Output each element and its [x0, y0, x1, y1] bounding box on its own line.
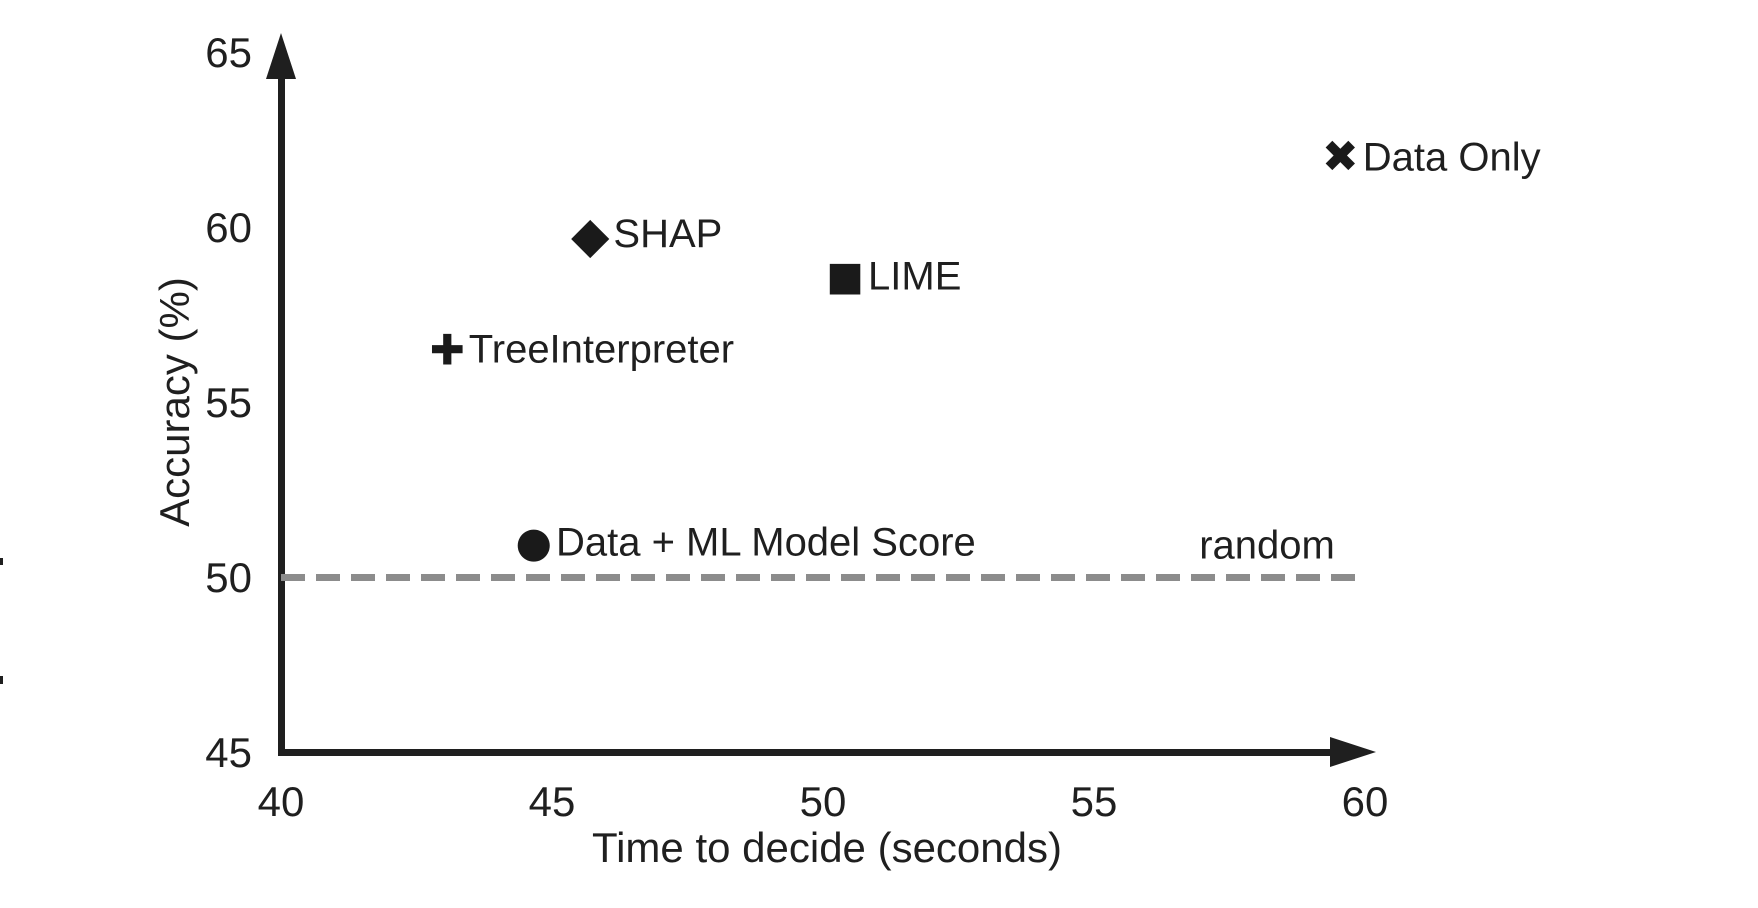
x-axis-arrowhead-icon [1330, 737, 1376, 767]
x-tick-label: 50 [799, 778, 847, 825]
x-tick-label: 60 [1341, 778, 1389, 825]
data-point-label: SHAP [613, 212, 723, 256]
y-axis-line [278, 48, 285, 756]
x-axis-line [278, 749, 1338, 756]
data-point: ● Data + ML Model Score [515, 520, 975, 565]
data-point: ✚ TreeInterpreter [430, 328, 735, 373]
data-point-label: LIME [868, 254, 962, 298]
circle-marker-icon: ● [515, 517, 552, 567]
x-tick-label: 55 [1070, 778, 1118, 825]
x-tick-label: 45 [528, 778, 576, 825]
data-point-label: Data Only [1362, 135, 1541, 179]
y-tick-label: 45 [205, 728, 252, 776]
y-tick-label: 50 [205, 553, 252, 601]
x-tick-label: 40 [257, 778, 305, 825]
plus-marker-icon: ✚ [429, 325, 465, 374]
square-marker-icon: ■ [826, 253, 865, 300]
x-axis-title: Time to decide (seconds) [592, 824, 1062, 871]
y-axis-arrowhead-icon [266, 33, 296, 79]
data-point: ✖ Data Only [1322, 135, 1541, 180]
y-tick-label: 60 [205, 203, 252, 251]
y-axis-title: Accuracy (%) [151, 277, 198, 527]
data-point: ■ LIME [826, 254, 961, 299]
data-point-label: TreeInterpreter [468, 327, 735, 372]
random-line-label: random [1199, 523, 1335, 568]
data-point-label: Data + ML Model Score [555, 520, 976, 564]
random-baseline-dashed-line [281, 574, 1365, 581]
data-point: ◆ SHAP [571, 210, 722, 260]
diamond-marker-icon: ◆ [570, 205, 610, 264]
x-marker-icon: ✖ [1321, 131, 1359, 183]
clipped-edge-mark [0, 558, 3, 565]
y-tick-label: 55 [205, 378, 252, 426]
clipped-edge-mark [0, 676, 3, 684]
y-tick-label: 65 [205, 28, 252, 76]
